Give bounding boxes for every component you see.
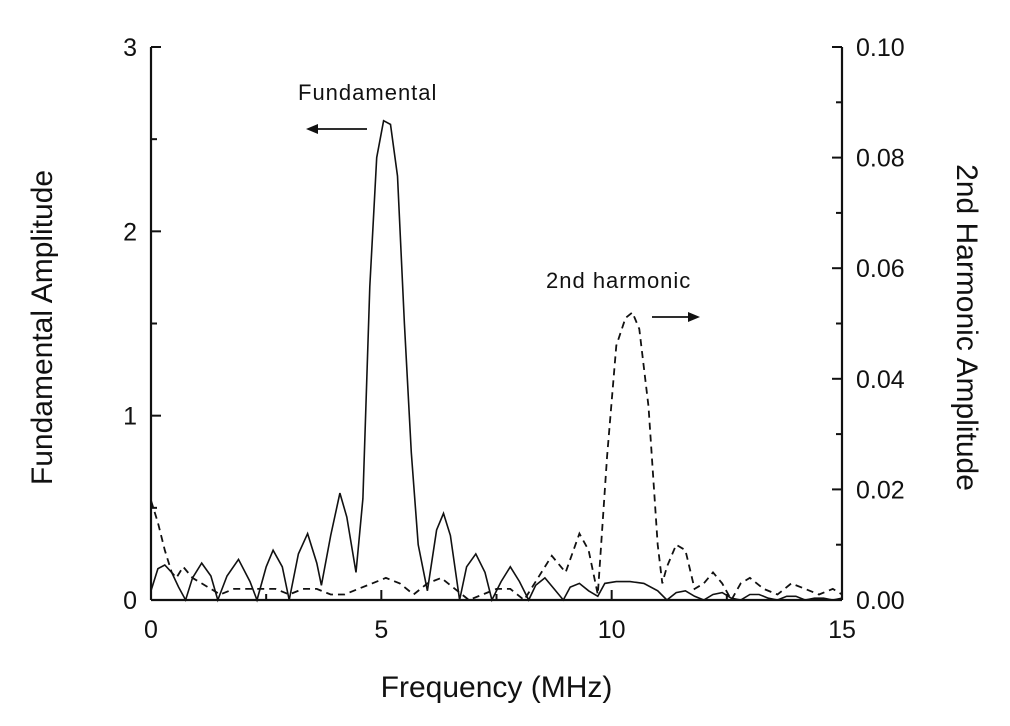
x-tick-label: 5 [374,616,388,644]
y-left-tick-label: 3 [123,34,137,62]
arrow-fundamental-head [306,124,318,134]
annotation-2nd-harmonic: 2nd harmonic [546,268,691,293]
y-right-tick-label: 0.06 [856,255,905,283]
y-right-axis-title: 2nd Harmonic Amplitude [950,164,983,491]
x-tick-label: 10 [598,616,626,644]
y-left-tick-label: 2 [123,218,137,246]
y-left-tick-label: 0 [123,587,137,615]
series-line-2nd-harmonic [150,310,843,602]
arrow-2nd-harmonic-head [688,312,700,322]
y-left-tick-label: 1 [123,403,137,431]
x-tick-label: 0 [144,616,158,644]
x-tick-label: 15 [828,616,856,644]
y-right-tick-label: 0.02 [856,476,905,504]
annotation-fundamental: Fundamental [298,80,437,105]
y-left-axis-title: Fundamental Amplitude [26,170,59,485]
y-right-tick-label: 0.10 [856,34,905,62]
y-right-tick-label: 0.08 [856,145,905,173]
y-right-tick-label: 0.04 [856,366,905,394]
y-right-tick-label: 0.00 [856,587,905,615]
x-axis-title: Frequency (MHz) [381,671,613,704]
